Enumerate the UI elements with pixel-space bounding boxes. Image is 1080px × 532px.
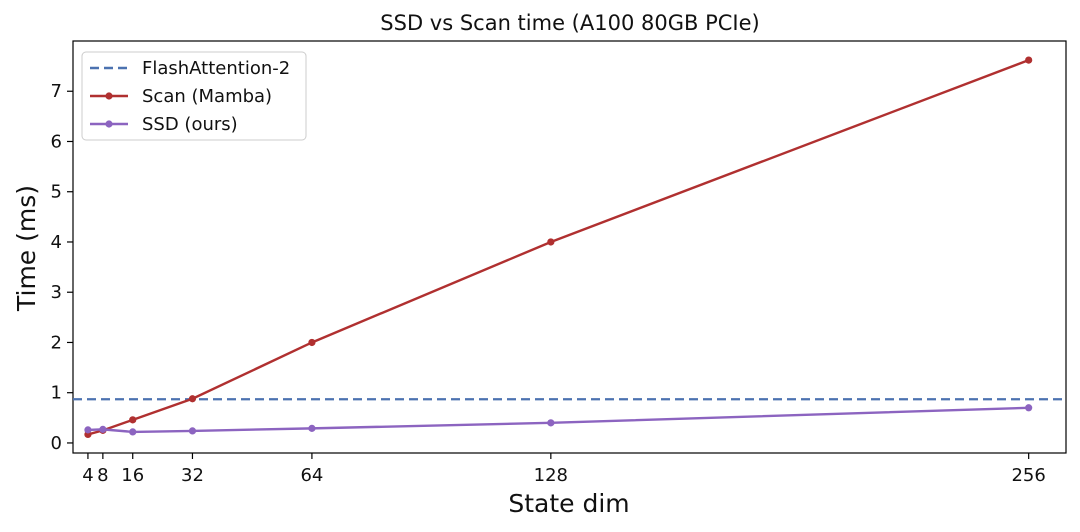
x-tick-label: 64 (300, 465, 323, 486)
data-point-ssd-ours (308, 424, 316, 432)
x-tick-label: 8 (97, 465, 108, 486)
data-point-ssd-ours (547, 419, 555, 427)
legend-marker-scan-mamba (105, 92, 113, 100)
x-tick-label: 256 (1011, 465, 1045, 486)
legend-box (81, 51, 307, 141)
y-tick-label: 2 (51, 332, 62, 353)
data-point-scan-mamba (308, 338, 316, 347)
x-tick-label: 4 (82, 465, 93, 486)
legend-label-ssd-ours: SSD (ours) (142, 114, 238, 135)
y-axis-label: Time (ms) (12, 185, 41, 312)
y-tick-label: 5 (51, 182, 62, 203)
data-point-ssd-ours (188, 427, 197, 435)
x-tick-label: 16 (121, 465, 144, 486)
data-point-ssd-ours (84, 426, 92, 434)
x-tick-label: 32 (181, 465, 204, 486)
data-point-scan-mamba (547, 238, 555, 246)
y-tick-label: 1 (51, 383, 62, 404)
plot-frame (72, 40, 1067, 454)
legend-label-scan-mamba: Scan (Mamba) (142, 86, 272, 107)
chart-title: SSD vs Scan time (A100 80GB PCIe) (380, 11, 759, 35)
y-tick-label: 4 (51, 232, 62, 253)
y-tick-label: 0 (51, 433, 62, 454)
x-tick-label: 128 (534, 465, 568, 486)
data-point-ssd-ours (129, 428, 137, 436)
data-point-scan-mamba (129, 416, 137, 424)
legend-marker-ssd-ours (105, 120, 113, 128)
data-point-scan-mamba (1025, 56, 1033, 64)
data-point-ssd-ours (1025, 404, 1033, 412)
data-point-scan-mamba (188, 395, 197, 403)
data-point-ssd-ours (99, 425, 107, 433)
y-tick-label: 7 (51, 81, 62, 102)
legend-label-flashattention-2: FlashAttention-2 (142, 58, 290, 79)
series-line-ssd-ours (87, 406, 1029, 434)
x-axis-label: State dim (508, 489, 629, 518)
legend: FlashAttention-2 Scan (Mamba) SSD (ours) (81, 51, 307, 141)
y-tick-label: 3 (51, 282, 62, 303)
y-tick-label: 6 (51, 131, 62, 152)
